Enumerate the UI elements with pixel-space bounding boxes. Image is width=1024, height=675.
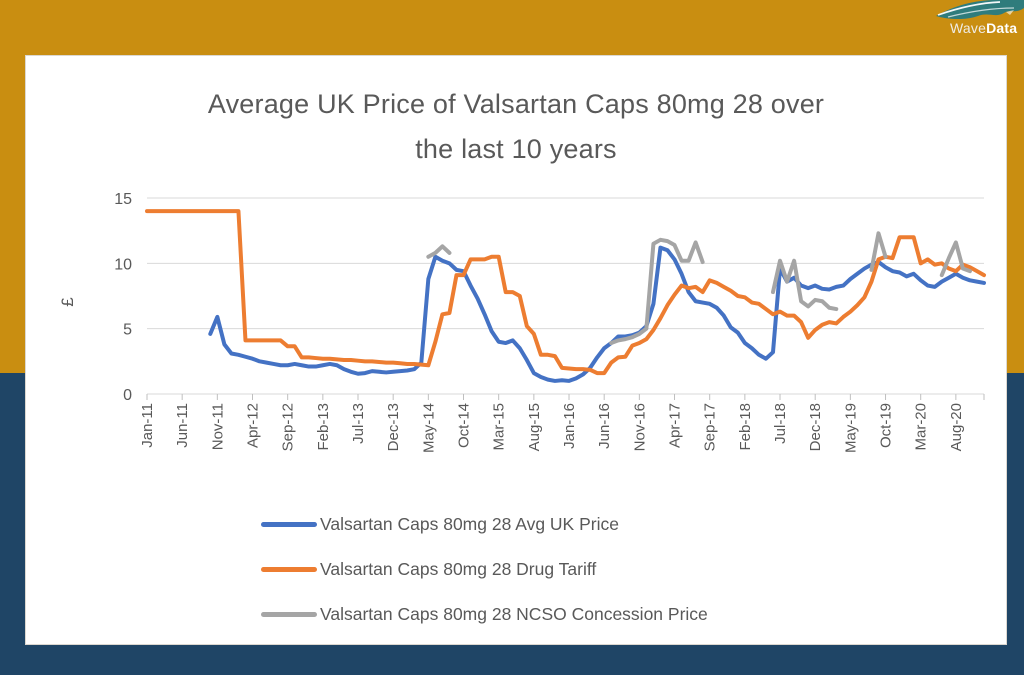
series-line	[770, 258, 839, 312]
x-tick-label: Sep-17	[702, 403, 719, 451]
x-tick-label: Apr-12	[245, 403, 262, 448]
chart-title-line1: Average UK Price of Valsartan Caps 80mg …	[207, 89, 825, 119]
x-tick-label: Oct-14	[456, 403, 473, 448]
legend-label: Valsartan Caps 80mg 28 Avg UK Price	[320, 513, 619, 534]
legend-item-drug-tariff: Valsartan Caps 80mg 28 Drug Tariff	[261, 557, 708, 581]
series-line	[208, 245, 986, 383]
legend-swatch-drug-tariff	[261, 566, 317, 572]
x-tick-label: Feb-18	[737, 403, 754, 451]
x-tick-label: Jul-13	[350, 403, 367, 444]
wavedata-logo-text: WaveData	[936, 20, 1024, 36]
x-tick-label: Jun-11	[174, 403, 191, 448]
legend-label: Valsartan Caps 80mg 28 NCSO Concession P…	[320, 603, 708, 624]
wavedata-wave-icon	[936, 0, 1024, 19]
x-tick-label: Mar-20	[913, 403, 930, 451]
logo-text-data: Data	[986, 20, 1018, 36]
x-tick-label: Aug-20	[948, 403, 965, 451]
x-tick-label: Aug-15	[526, 403, 543, 451]
x-tick-label: Nov-11	[209, 403, 226, 450]
legend-swatch-ncso-concession	[261, 611, 317, 617]
x-tick-label: Mar-15	[491, 403, 508, 451]
price-line-chart: 0 5 10 15 £ Jan-11 Jun-11 Nov-11 Apr-12 Sep-12 Feb…	[58, 191, 986, 453]
chart-card: 0 5 10 15 £ Jan-11 Jun-11 Nov-11 Apr-12 Sep-12 Feb…	[25, 55, 1007, 645]
series-line	[609, 237, 705, 346]
chart-legend: Valsartan Caps 80mg 28 Avg UK Price Vals…	[261, 512, 708, 647]
series-line	[426, 244, 452, 259]
y-tick-label: 5	[123, 322, 132, 339]
x-tick-label: Nov-16	[631, 403, 648, 451]
y-tick-label: 15	[114, 191, 132, 208]
x-tick-label: Feb-13	[315, 403, 332, 451]
y-tick-label: 10	[114, 256, 132, 273]
x-tick-label: Sep-12	[280, 403, 297, 451]
chart-title-line2: the last 10 years	[415, 134, 617, 164]
series-line	[145, 209, 986, 376]
wavedata-logo: WaveData	[936, 0, 1024, 44]
x-tick-label: Oct-19	[878, 403, 895, 448]
y-tick-label: 0	[123, 387, 132, 404]
x-tick-label: May-19	[842, 403, 859, 453]
series-line	[869, 231, 888, 272]
x-tick-label: Apr-17	[667, 403, 684, 448]
y-axis-title: £	[58, 297, 77, 307]
x-tick-label: Dec-18	[807, 403, 824, 451]
x-tick-label: Dec-13	[385, 403, 402, 451]
chart-title: Average UK Price of Valsartan Caps 80mg …	[26, 82, 1006, 172]
series-line	[939, 240, 972, 278]
x-tick-label: Jan-16	[561, 403, 578, 449]
legend-swatch-avg-uk-price	[261, 521, 317, 527]
legend-item-ncso-concession: Valsartan Caps 80mg 28 NCSO Concession P…	[261, 602, 708, 626]
legend-item-avg-uk-price: Valsartan Caps 80mg 28 Avg UK Price	[261, 512, 708, 536]
x-tick-label: Jul-18	[772, 403, 789, 444]
x-tick-label: Jan-11	[139, 403, 156, 448]
x-tick-label: May-14	[420, 403, 437, 453]
logo-text-wave: Wave	[950, 20, 987, 36]
legend-label: Valsartan Caps 80mg 28 Drug Tariff	[320, 558, 597, 579]
x-tick-label: Jun-16	[596, 403, 613, 449]
